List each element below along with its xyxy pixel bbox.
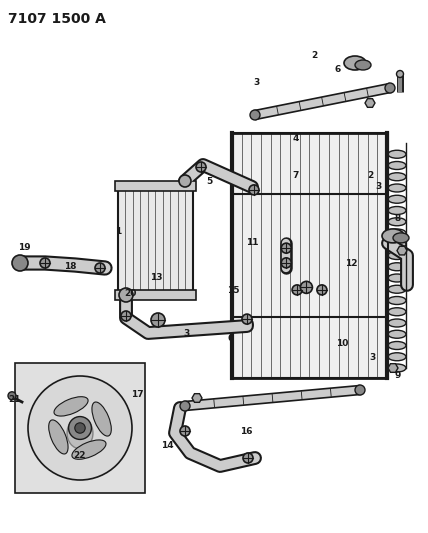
Text: 2: 2 [312, 52, 318, 60]
Circle shape [250, 110, 260, 120]
Text: 6: 6 [228, 334, 234, 343]
Bar [15, 363, 145, 493]
Text: 21: 21 [8, 395, 21, 404]
Text: 15: 15 [227, 286, 240, 295]
Text: 12: 12 [345, 260, 357, 268]
Text: 8: 8 [395, 214, 401, 223]
Circle shape [281, 243, 291, 253]
Ellipse shape [355, 60, 371, 70]
Ellipse shape [388, 195, 406, 203]
Ellipse shape [388, 150, 406, 158]
Ellipse shape [388, 173, 406, 181]
Ellipse shape [388, 252, 406, 260]
Ellipse shape [388, 330, 406, 338]
Polygon shape [192, 394, 202, 402]
Ellipse shape [393, 233, 409, 243]
Text: 7107 1500 A: 7107 1500 A [8, 12, 106, 26]
Text: 20: 20 [125, 289, 137, 297]
Text: 3: 3 [183, 329, 189, 337]
Bar [115, 181, 196, 191]
Ellipse shape [92, 402, 111, 436]
Circle shape [180, 426, 190, 436]
Circle shape [40, 258, 50, 268]
Text: 19: 19 [18, 244, 31, 252]
Text: 9: 9 [395, 372, 401, 380]
Text: 3: 3 [369, 353, 375, 361]
Ellipse shape [388, 263, 406, 271]
Ellipse shape [388, 285, 406, 293]
Ellipse shape [67, 417, 93, 449]
Text: 18: 18 [64, 262, 77, 271]
Ellipse shape [388, 274, 406, 282]
Circle shape [292, 285, 302, 295]
Polygon shape [184, 385, 360, 410]
Ellipse shape [388, 218, 406, 226]
Polygon shape [397, 246, 407, 255]
Text: 22: 22 [73, 451, 86, 460]
Polygon shape [254, 84, 391, 119]
Circle shape [242, 314, 252, 324]
Bar [118, 183, 193, 298]
Ellipse shape [388, 240, 406, 248]
Ellipse shape [72, 440, 106, 459]
Text: 7: 7 [292, 172, 298, 180]
Ellipse shape [388, 308, 406, 316]
Ellipse shape [388, 364, 406, 372]
Text: 5: 5 [207, 177, 213, 185]
Ellipse shape [344, 56, 366, 70]
Text: 14: 14 [160, 441, 173, 449]
Bar [232, 133, 387, 378]
Circle shape [300, 281, 312, 293]
Text: 16: 16 [240, 427, 253, 436]
Ellipse shape [54, 397, 88, 416]
Text: 2: 2 [367, 172, 373, 180]
Circle shape [8, 392, 16, 400]
Circle shape [396, 70, 404, 77]
Circle shape [121, 311, 131, 321]
Polygon shape [365, 99, 375, 107]
Circle shape [249, 185, 259, 195]
Text: 3: 3 [254, 78, 260, 87]
Circle shape [119, 288, 133, 302]
Circle shape [95, 263, 105, 273]
Circle shape [28, 376, 132, 480]
Text: 13: 13 [150, 273, 163, 281]
Ellipse shape [388, 296, 406, 304]
Ellipse shape [388, 161, 406, 169]
Ellipse shape [388, 342, 406, 350]
Circle shape [75, 423, 85, 433]
Circle shape [180, 401, 190, 411]
Ellipse shape [388, 184, 406, 192]
Circle shape [68, 417, 92, 439]
Ellipse shape [388, 353, 406, 361]
Circle shape [12, 255, 28, 271]
Text: 11: 11 [246, 238, 259, 247]
Text: 17: 17 [131, 390, 143, 399]
Circle shape [385, 83, 395, 93]
Ellipse shape [382, 229, 404, 243]
Ellipse shape [388, 206, 406, 214]
Circle shape [151, 313, 165, 327]
Circle shape [243, 453, 253, 463]
Circle shape [317, 285, 327, 295]
Ellipse shape [49, 420, 68, 454]
Polygon shape [388, 364, 398, 373]
Ellipse shape [388, 229, 406, 237]
Text: 4: 4 [292, 134, 298, 143]
Text: 10: 10 [336, 340, 348, 348]
Circle shape [281, 258, 291, 268]
Text: 6: 6 [335, 65, 341, 74]
Circle shape [355, 385, 365, 395]
Circle shape [196, 162, 206, 172]
Bar [115, 290, 196, 300]
Circle shape [179, 175, 191, 187]
Text: 3: 3 [376, 182, 382, 191]
Text: 1: 1 [115, 228, 121, 236]
Ellipse shape [388, 319, 406, 327]
